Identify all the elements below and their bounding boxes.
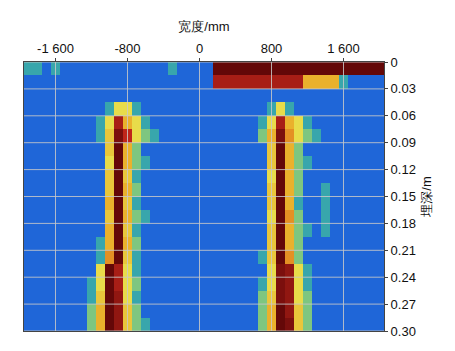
svg-text:0: 0 — [391, 55, 398, 70]
svg-text:-1 600: -1 600 — [37, 41, 74, 56]
svg-text:0: 0 — [196, 41, 203, 56]
svg-text:0.03: 0.03 — [391, 81, 416, 96]
svg-text:0.06: 0.06 — [391, 108, 416, 123]
svg-text:宽度/mm: 宽度/mm — [178, 19, 229, 34]
svg-text:0.21: 0.21 — [391, 243, 416, 258]
svg-text:0.15: 0.15 — [391, 189, 416, 204]
svg-text:0.09: 0.09 — [391, 135, 416, 150]
svg-text:1 600: 1 600 — [327, 41, 360, 56]
svg-text:0.12: 0.12 — [391, 162, 416, 177]
svg-text:0.27: 0.27 — [391, 297, 416, 312]
svg-text:0.30: 0.30 — [391, 324, 416, 339]
svg-text:0.18: 0.18 — [391, 216, 416, 231]
svg-text:0.24: 0.24 — [391, 270, 416, 285]
svg-text:埋深/m: 埋深/m — [419, 176, 434, 217]
svg-text:800: 800 — [261, 41, 283, 56]
svg-text:-800: -800 — [114, 41, 140, 56]
